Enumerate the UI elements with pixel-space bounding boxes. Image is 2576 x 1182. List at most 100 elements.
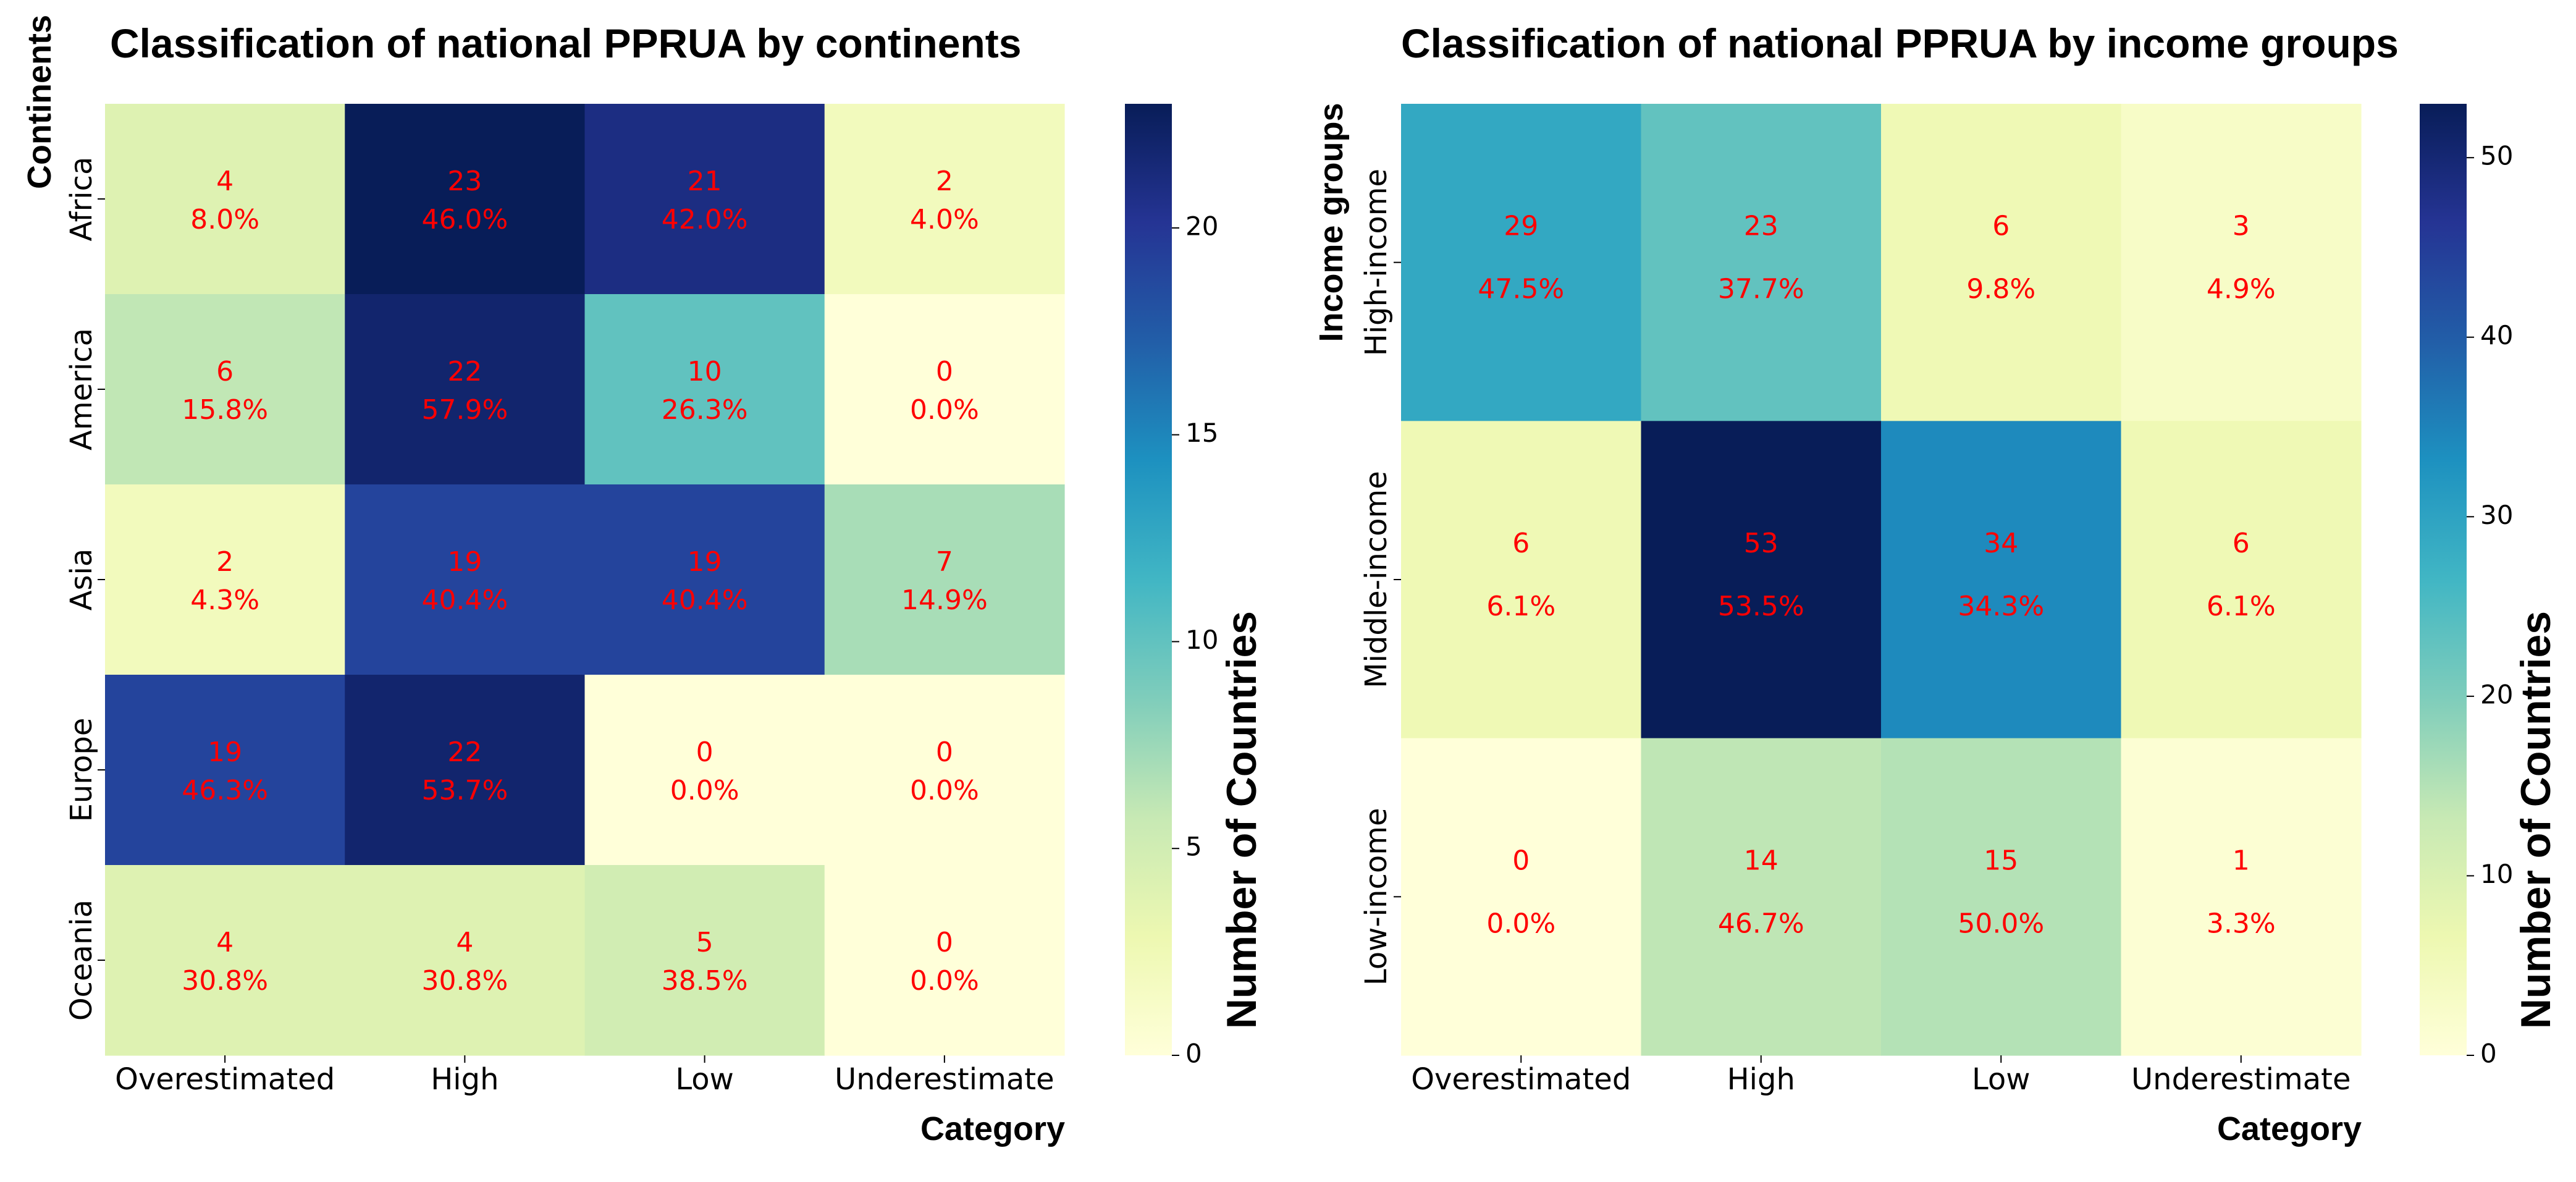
heatmap-cell: [345, 294, 586, 485]
cell-count-label: 22: [447, 356, 482, 387]
x-tick-label-low: Low: [675, 1062, 734, 1097]
heatmap-cell: [345, 104, 586, 295]
heatmap-cell: [1881, 104, 2122, 421]
cell-count-label: 4: [216, 927, 234, 958]
income-x-axis-label: Category: [2217, 1110, 2362, 1147]
continents-heatmap-cells: 4 8.0% 23 46.0% 21 42.0% 2 4.0% 6 15.8% 22 57.9% 10 2…: [105, 104, 1065, 1056]
cell-count-label: 0: [696, 737, 713, 768]
continents-heatmap-panel: Classification of national PPRUA by cont…: [21, 15, 1265, 1147]
heatmap-cell: [584, 104, 825, 295]
cell-percent-label: 4.0%: [910, 204, 979, 235]
cell-count-label: 22: [447, 737, 482, 768]
heatmap-cell: [1641, 738, 1882, 1056]
income-colorbar-label: Number of Countries: [2512, 611, 2559, 1029]
heatmap-cell: [105, 865, 345, 1056]
cell-percent-label: 47.5%: [1478, 274, 1564, 305]
heatmap-cell: [1401, 104, 1642, 421]
colorbar-tick-label: 20: [1185, 211, 1218, 241]
heatmap-cell: [1401, 738, 1642, 1056]
heatmap-cell: [345, 865, 586, 1056]
cell-percent-label: 15.8%: [182, 394, 268, 426]
x-tick-label-underestimate: Underestimate: [2131, 1062, 2351, 1097]
heatmap-cell: [2121, 421, 2362, 739]
y-tick-label-oceania: Oceania: [64, 900, 99, 1021]
continents-colorbar-label: Number of Countries: [1218, 611, 1265, 1029]
cell-percent-label: 0.0%: [910, 775, 979, 806]
cell-count-label: 5: [696, 927, 713, 958]
x-tick-label-low: Low: [1972, 1062, 2031, 1097]
cell-percent-label: 0.0%: [910, 394, 979, 426]
cell-percent-label: 53.5%: [1718, 591, 1804, 622]
x-tick-label-high: High: [1727, 1062, 1795, 1097]
continents-chart-title: Classification of national PPRUA by cont…: [110, 20, 1021, 66]
continents-y-axis-label: Continents: [21, 15, 58, 189]
cell-count-label: 10: [688, 356, 722, 387]
cell-count-label: 3: [2233, 211, 2250, 242]
heatmap-cell: [584, 865, 825, 1056]
colorbar-tick-label: 10: [2480, 859, 2513, 889]
cell-count-label: 4: [456, 927, 473, 958]
cell-count-label: 6: [1992, 211, 2010, 242]
cell-count-label: 0: [936, 927, 953, 958]
cell-count-label: 2: [216, 546, 234, 578]
income-heatmap-panel: Classification of national PPRUA by inco…: [1313, 20, 2559, 1147]
cell-percent-label: 40.4%: [421, 585, 508, 616]
cell-percent-label: 46.7%: [1718, 908, 1804, 939]
cell-percent-label: 34.3%: [1958, 591, 2044, 622]
heatmap-cell: [345, 484, 586, 675]
heatmap-cell: [824, 104, 1065, 295]
colorbar-tick-label: 30: [2480, 500, 2513, 530]
cell-percent-label: 0.0%: [1486, 908, 1555, 939]
income-y-axis-label: Income groups: [1313, 103, 1350, 342]
income-colorbar: [2420, 104, 2467, 1055]
continents-colorbar-ticks: 0 5 10 15 20: [1172, 211, 1218, 1069]
income-heatmap-cells: 29 47.5% 23 37.7% 6 9.8% 3 4.9% 6 6.1% 53 53.5% 34 34…: [1401, 104, 2362, 1056]
cell-count-label: 2: [936, 166, 953, 197]
income-chart-title: Classification of national PPRUA by inco…: [1401, 20, 2399, 66]
x-tick-label-underestimate: Underestimate: [835, 1062, 1054, 1097]
y-tick-label-asia: Asia: [64, 549, 99, 611]
heatmap-cell: [2121, 738, 2362, 1056]
cell-percent-label: 46.0%: [421, 204, 508, 235]
cell-percent-label: 57.9%: [421, 394, 508, 426]
heatmap-cell: [105, 484, 345, 675]
y-tick-label-high-income: High-income: [1359, 169, 1394, 356]
cell-count-label: 19: [208, 737, 242, 768]
x-tick-label-overestimated: Overestimated: [115, 1062, 335, 1097]
cell-count-label: 1: [2233, 845, 2250, 876]
heatmap-cell: [345, 675, 586, 866]
cell-percent-label: 50.0%: [1958, 908, 2044, 939]
cell-percent-label: 9.8%: [1966, 274, 2035, 305]
colorbar-tick-label: 5: [1185, 832, 1202, 862]
heatmap-cell: [105, 104, 345, 295]
cell-percent-label: 40.4%: [662, 585, 748, 616]
colorbar-tick-label: 50: [2480, 141, 2513, 171]
continents-x-axis-label: Category: [920, 1110, 1065, 1147]
cell-count-label: 15: [1984, 845, 2018, 876]
y-tick-label-low-income: Low-income: [1359, 808, 1394, 986]
income-colorbar-ticks: 0 10 20 30 40 50: [2467, 141, 2513, 1069]
cell-percent-label: 53.7%: [421, 775, 508, 806]
colorbar-tick-label: 0: [1185, 1039, 1202, 1069]
cell-count-label: 0: [936, 737, 953, 768]
cell-percent-label: 3.3%: [2207, 908, 2276, 939]
heatmap-cell: [1881, 738, 2122, 1056]
y-tick-label-middle-income: Middle-income: [1359, 471, 1394, 688]
cell-count-label: 23: [1744, 211, 1778, 242]
cell-count-label: 6: [2233, 528, 2250, 559]
continents-y-tick-labels: Africa America Asia Europe Oceania: [64, 157, 105, 1021]
cell-count-label: 14: [1744, 845, 1778, 876]
heatmap-cell: [824, 294, 1065, 485]
y-tick-label-europe: Europe: [64, 718, 99, 822]
income-y-tick-labels: High-income Middle-income Low-income: [1359, 169, 1401, 986]
cell-percent-label: 0.0%: [670, 775, 739, 806]
x-tick-label-overestimated: Overestimated: [1411, 1062, 1631, 1097]
cell-percent-label: 14.9%: [901, 585, 988, 616]
heatmap-cell: [105, 675, 345, 866]
heatmap-cell: [584, 675, 825, 866]
cell-percent-label: 46.3%: [182, 775, 268, 806]
continents-colorbar: [1125, 104, 1172, 1055]
heatmap-cell: [1401, 421, 1642, 739]
cell-count-label: 19: [688, 546, 722, 578]
